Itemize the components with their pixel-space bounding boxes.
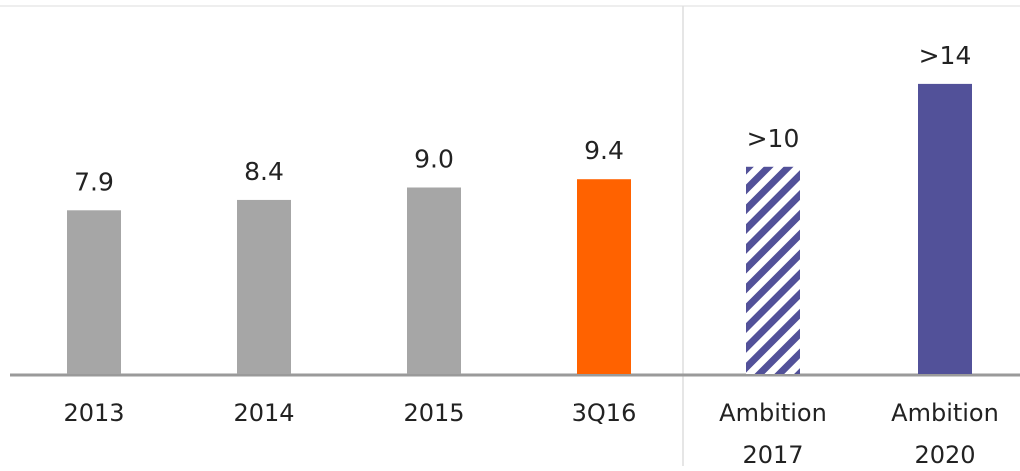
bar <box>746 166 800 374</box>
x-tick-label: 2013 <box>63 399 125 427</box>
bar <box>407 187 461 374</box>
bar <box>67 210 121 374</box>
value-label: 7.9 <box>74 167 114 196</box>
value-label: >14 <box>919 41 972 70</box>
x-tick-label: Ambition 2020 <box>891 399 999 469</box>
value-label: >10 <box>747 124 800 153</box>
x-tick-label: 3Q16 <box>571 399 637 427</box>
value-label: 8.4 <box>244 157 284 186</box>
bar <box>237 199 291 374</box>
bar <box>577 179 631 374</box>
x-tick-label: 2015 <box>403 399 465 427</box>
bar <box>918 83 972 374</box>
x-tick-label: Ambition 2017 <box>719 399 827 469</box>
value-label: 9.4 <box>584 136 624 165</box>
value-label: 9.0 <box>414 145 454 174</box>
x-tick-label: 2014 <box>233 399 295 427</box>
